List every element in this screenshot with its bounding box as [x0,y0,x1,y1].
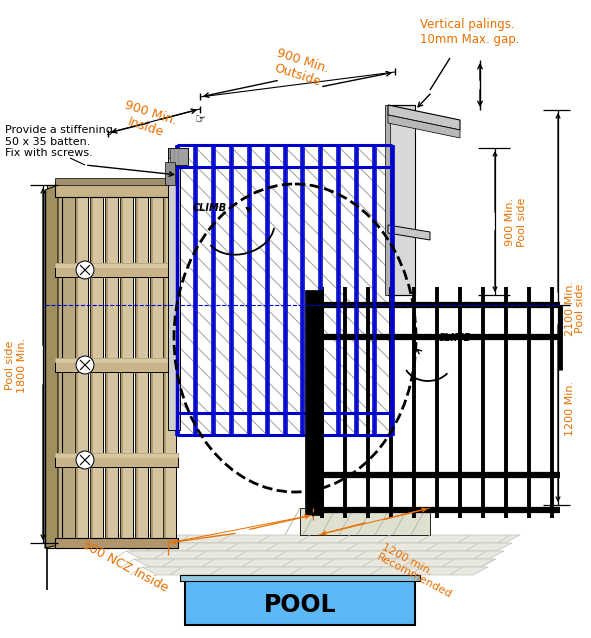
Polygon shape [211,145,215,435]
Polygon shape [110,535,520,543]
Polygon shape [163,185,176,540]
Polygon shape [150,185,152,540]
Text: 900 Min.: 900 Min. [505,198,515,246]
Text: Pool side: Pool side [575,283,585,332]
Text: 1200 Min.: 1200 Min. [565,380,575,436]
Polygon shape [170,148,188,165]
Polygon shape [55,453,178,457]
Text: 1200 min.
Recommended: 1200 min. Recommended [375,542,459,600]
Polygon shape [55,185,75,545]
Polygon shape [372,145,376,435]
Text: POOL: POOL [264,593,336,617]
Polygon shape [354,145,358,435]
Polygon shape [105,185,107,540]
Polygon shape [163,185,165,540]
Polygon shape [168,148,188,158]
Text: 300 NCZ Inside: 300 NCZ Inside [80,538,171,594]
Polygon shape [385,105,390,295]
Polygon shape [305,290,323,515]
Polygon shape [165,162,175,185]
Polygon shape [388,115,460,138]
Text: 2100 Min.: 2100 Min. [565,281,575,336]
Polygon shape [55,358,178,362]
Polygon shape [185,578,415,625]
Text: 1800 Min.: 1800 Min. [17,338,27,392]
Polygon shape [45,185,58,548]
Polygon shape [265,145,268,435]
Text: Vertical palings.
10mm Max. gap.: Vertical palings. 10mm Max. gap. [420,18,519,46]
Polygon shape [150,185,163,540]
Polygon shape [55,263,178,277]
Polygon shape [390,145,394,435]
Polygon shape [55,263,178,267]
Polygon shape [193,145,197,435]
Polygon shape [120,185,122,540]
Polygon shape [47,185,62,548]
Text: ☞: ☞ [194,114,206,126]
Polygon shape [300,508,430,535]
Polygon shape [55,538,178,548]
Polygon shape [142,567,488,575]
Polygon shape [175,145,179,435]
Polygon shape [282,145,287,435]
Text: CLIMB: CLIMB [193,203,227,213]
Text: Pool side: Pool side [517,197,527,247]
Polygon shape [55,178,178,185]
Polygon shape [229,145,233,435]
Polygon shape [135,185,148,540]
Polygon shape [90,185,103,540]
Polygon shape [388,105,460,130]
Polygon shape [126,551,504,559]
Text: CLIMB: CLIMB [438,333,472,343]
Polygon shape [120,185,133,540]
Polygon shape [246,145,251,435]
Polygon shape [105,185,118,540]
Text: Provide a stiffening
50 x 35 batten.
Fix with screws.: Provide a stiffening 50 x 35 batten. Fix… [5,125,113,158]
Text: 900 Min.
Inside: 900 Min. Inside [118,98,178,142]
Circle shape [76,261,94,279]
Text: 900 Min.
Outside: 900 Min. Outside [270,47,330,90]
Polygon shape [118,543,512,551]
Polygon shape [336,145,340,435]
Polygon shape [135,185,137,540]
Polygon shape [55,358,178,372]
Polygon shape [388,225,430,240]
Text: Pool side: Pool side [5,340,15,390]
Circle shape [76,356,94,374]
Polygon shape [319,145,322,435]
Polygon shape [55,453,178,467]
Polygon shape [300,145,304,435]
Polygon shape [180,575,420,581]
Circle shape [76,451,94,469]
Polygon shape [75,185,77,540]
Polygon shape [55,182,178,197]
Polygon shape [388,105,415,295]
Polygon shape [177,145,392,435]
Polygon shape [134,559,496,567]
Polygon shape [90,185,92,540]
Polygon shape [75,185,88,540]
Polygon shape [168,148,180,430]
